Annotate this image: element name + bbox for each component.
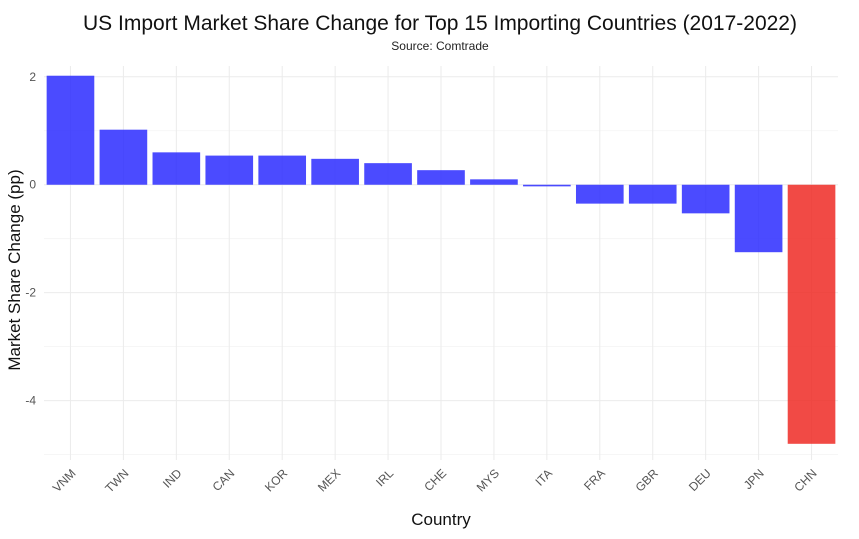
x-tick-label-ind: IND [160, 466, 185, 491]
bars [46, 75, 836, 444]
x-tick-label-kor: KOR [262, 466, 291, 495]
bar-che [417, 170, 465, 185]
bar-chn [787, 184, 836, 444]
x-tick-label-mys: MYS [474, 466, 502, 494]
bar-mex [311, 158, 359, 185]
bar-gbr [628, 184, 677, 204]
bar-fra [575, 184, 624, 204]
y-axis-title: Market Share Change (pp) [5, 169, 24, 370]
bar-ita [523, 184, 571, 187]
bar-irl [364, 163, 412, 185]
x-axis-title: Country [411, 510, 471, 529]
x-tick-label-che: CHE [421, 466, 449, 494]
y-tick-label: -2 [25, 286, 36, 300]
chart-title: US Import Market Share Change for Top 15… [83, 12, 797, 35]
x-tick-label-deu: DEU [686, 466, 714, 494]
gridlines [44, 66, 838, 460]
y-axis-ticks: 2 0 -2 -4 [25, 70, 36, 408]
chart-subtitle: Source: Comtrade [391, 39, 489, 53]
y-tick-label: 2 [29, 70, 36, 84]
x-tick-label-gbr: GBR [633, 466, 662, 495]
x-tick-label-irl: IRL [373, 466, 396, 489]
bar-can [205, 155, 254, 185]
x-tick-label-jpn: JPN [741, 466, 767, 492]
x-axis-ticks: VNM TWN IND CAN KOR MEX IRL CHE MYS ITA FRA GBR DEU J… [50, 466, 820, 495]
x-tick-label-ita: ITA [533, 466, 555, 488]
x-tick-label-fra: FRA [581, 466, 608, 493]
y-tick-label: -4 [25, 394, 36, 408]
bar-kor [258, 155, 307, 185]
bar-deu [681, 184, 730, 214]
x-tick-label-chn: CHN [791, 466, 819, 494]
x-tick-label-vnm: VNM [50, 466, 79, 495]
x-tick-label-twn: TWN [102, 466, 131, 495]
bar-ind [152, 152, 201, 185]
bar-jpn [734, 184, 783, 253]
x-tick-label-mex: MEX [315, 466, 343, 494]
bar-vnm [46, 75, 95, 185]
y-tick-label: 0 [29, 178, 36, 192]
plot-area: 2 0 -2 -4 VNM TWN IND CAN KOR MEX IRL CHE MYS ITA FRA… [25, 66, 838, 495]
bar-twn [99, 129, 148, 185]
x-tick-label-can: CAN [210, 466, 238, 494]
bar-mys [470, 179, 518, 185]
